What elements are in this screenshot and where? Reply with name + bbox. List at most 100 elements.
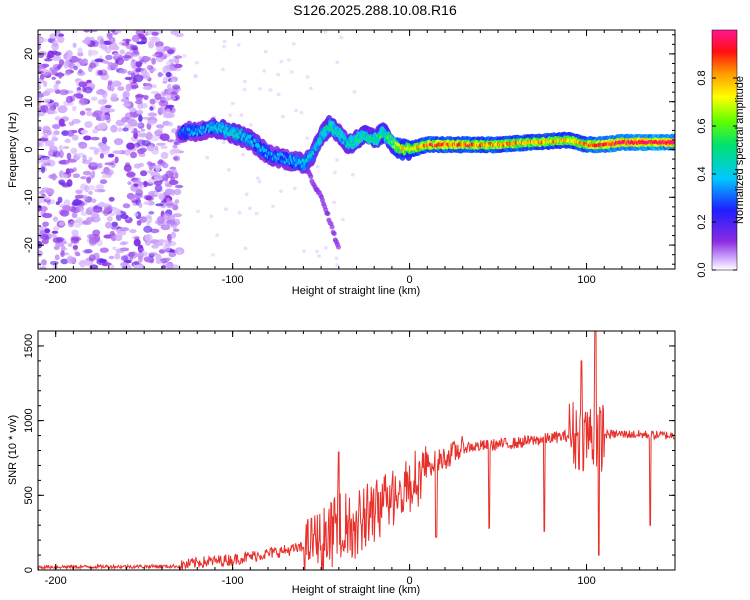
colorbar-tick-label: 0.8 (696, 70, 708, 85)
noise-speckle (154, 129, 163, 137)
noise-speckle (71, 212, 78, 219)
noise-speckle (323, 30, 328, 34)
noise-speckle (77, 87, 81, 91)
noise-speckle (51, 50, 58, 54)
noise-speckle (352, 90, 357, 94)
noise-speckle (138, 202, 143, 209)
noise-speckle (93, 208, 103, 213)
noise-speckle (121, 241, 129, 245)
noise-speckle (171, 148, 181, 154)
noise-speckle (63, 60, 69, 69)
noise-speckle (73, 223, 81, 228)
noise-speckle (70, 147, 78, 155)
noise-speckle (131, 34, 140, 43)
noise-speckle (73, 65, 78, 71)
trace-blob (288, 161, 291, 166)
noise-speckle (160, 224, 171, 231)
noise-speckle (75, 189, 83, 194)
noise-speckle (289, 70, 294, 74)
noise-speckle (67, 243, 73, 247)
noise-speckle (114, 252, 121, 260)
noise-speckle (151, 57, 157, 65)
noise-speckle (115, 234, 123, 242)
noise-speckle (168, 59, 175, 63)
noise-speckle (102, 60, 109, 64)
noise-speckle (305, 136, 310, 140)
noise-speckle (48, 110, 58, 115)
noise-speckle (72, 105, 77, 112)
noise-speckle (135, 61, 143, 68)
trace-blob (323, 126, 326, 130)
branch-blob (336, 244, 341, 250)
noise-speckle (286, 58, 291, 62)
noise-speckle (41, 63, 50, 68)
noise-speckle (61, 205, 72, 211)
noise-speckle (308, 86, 313, 91)
noise-speckle (89, 49, 99, 56)
noise-speckle (242, 87, 247, 92)
trace-blob (391, 145, 394, 149)
trace-blob (287, 158, 290, 163)
noise-speckle (86, 110, 93, 117)
noise-speckle (40, 166, 46, 174)
noise-speckle (110, 30, 116, 33)
noise-speckle (52, 237, 63, 244)
noise-speckle (153, 37, 161, 42)
trace-blob (202, 125, 205, 130)
trace-blob (240, 137, 243, 141)
trace-blob (293, 158, 296, 162)
trace-blob (349, 143, 352, 147)
noise-speckle (147, 112, 157, 117)
noise-speckle (149, 98, 156, 105)
x-tick-label: 0 (407, 274, 413, 286)
noise-speckle (302, 249, 306, 253)
noise-speckle (60, 250, 65, 258)
noise-speckle (115, 248, 125, 254)
noise-speckle (169, 166, 177, 170)
noise-speckle (114, 156, 119, 164)
noise-speckle (157, 71, 163, 78)
noise-speckle (146, 64, 154, 71)
noise-speckle (97, 162, 103, 169)
noise-speckle (211, 253, 216, 257)
noise-speckle (48, 233, 57, 238)
noise-speckle (294, 108, 299, 113)
y-tick-label: 20 (23, 48, 35, 60)
trace-blob (354, 138, 357, 143)
trace-blob (356, 136, 359, 140)
trace-blob (231, 129, 234, 133)
trace-blob (318, 140, 321, 145)
noise-speckle (172, 228, 180, 232)
trace-blob (230, 132, 233, 136)
noise-speckle (315, 249, 319, 254)
trace-blob (199, 130, 201, 134)
noise-speckle (52, 175, 58, 179)
noise-speckle (123, 90, 130, 99)
noise-speckle (158, 99, 169, 107)
noise-speckle (148, 211, 155, 215)
trace-blob (217, 126, 220, 131)
noise-speckle (138, 255, 143, 263)
noise-speckle (84, 86, 93, 94)
noise-speckle (151, 31, 159, 36)
noise-speckle (97, 99, 107, 105)
noise-speckle (52, 226, 60, 231)
noise-speckle (262, 69, 267, 73)
trace-blob (291, 161, 294, 166)
noise-speckle (70, 220, 80, 224)
trace-blob (223, 131, 226, 135)
trace-blob (191, 129, 193, 134)
trace-blob (182, 129, 185, 134)
noise-speckle (334, 256, 339, 261)
noise-speckle (102, 114, 111, 120)
noise-speckle (143, 56, 152, 62)
noise-speckle (165, 104, 175, 108)
trace-blob (244, 132, 246, 136)
noise-speckle (158, 159, 164, 165)
noise-speckle (72, 244, 78, 251)
noise-speckle (136, 41, 146, 45)
noise-speckle (94, 188, 101, 193)
trace-blob (220, 129, 223, 133)
noise-speckle (133, 183, 139, 187)
colorbar-gradient (711, 29, 738, 271)
